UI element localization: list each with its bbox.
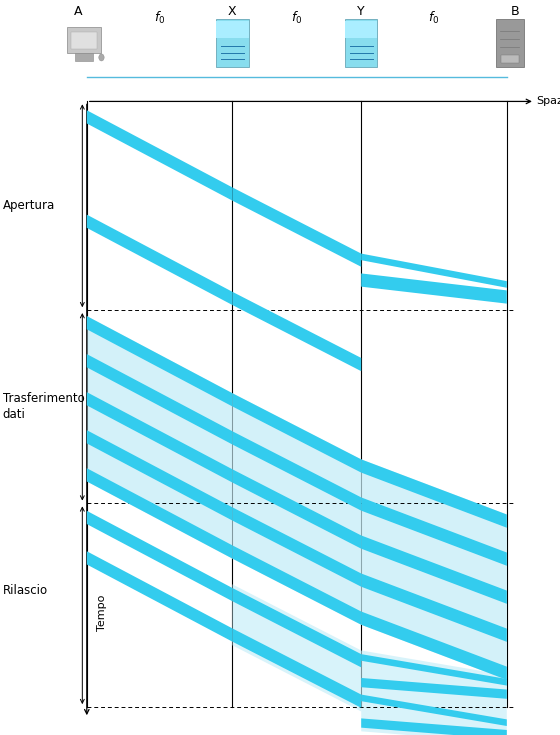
Polygon shape	[87, 511, 232, 601]
Text: A: A	[74, 4, 83, 18]
Polygon shape	[361, 498, 507, 566]
Polygon shape	[232, 393, 361, 473]
Text: $f_0$: $f_0$	[428, 10, 440, 26]
Polygon shape	[87, 392, 232, 483]
Polygon shape	[87, 468, 232, 559]
Text: Trasferimento
dati: Trasferimento dati	[3, 392, 85, 421]
Polygon shape	[87, 551, 232, 642]
Polygon shape	[361, 718, 507, 735]
Polygon shape	[232, 584, 361, 711]
Polygon shape	[87, 430, 232, 520]
Polygon shape	[232, 187, 361, 267]
Polygon shape	[361, 678, 507, 699]
Polygon shape	[361, 695, 507, 726]
Bar	[216, 19, 249, 67]
Polygon shape	[232, 470, 361, 548]
Polygon shape	[232, 292, 361, 371]
Text: Tempo: Tempo	[97, 595, 107, 631]
Polygon shape	[361, 459, 507, 680]
Polygon shape	[232, 431, 361, 511]
Polygon shape	[361, 254, 507, 288]
Text: $f_0$: $f_0$	[154, 10, 165, 26]
Polygon shape	[361, 573, 507, 642]
Polygon shape	[87, 110, 232, 201]
Text: Y: Y	[357, 4, 365, 18]
Polygon shape	[232, 628, 361, 708]
Bar	[216, 21, 249, 38]
Text: X: X	[228, 4, 237, 18]
Polygon shape	[87, 215, 232, 305]
Bar	[74, 53, 94, 61]
Polygon shape	[232, 588, 361, 667]
Polygon shape	[361, 612, 507, 680]
Polygon shape	[361, 273, 507, 304]
Bar	[501, 55, 519, 62]
Text: Apertura: Apertura	[3, 199, 55, 212]
Polygon shape	[232, 507, 361, 587]
Text: B: B	[511, 4, 520, 18]
Bar	[71, 32, 97, 49]
Polygon shape	[87, 316, 232, 406]
Polygon shape	[361, 650, 507, 735]
Polygon shape	[87, 354, 232, 445]
Polygon shape	[232, 545, 361, 625]
Polygon shape	[87, 316, 232, 559]
Text: Spazio: Spazio	[536, 96, 560, 107]
Polygon shape	[232, 393, 361, 625]
Text: $f_0$: $f_0$	[291, 10, 302, 26]
Polygon shape	[361, 535, 507, 604]
Text: Rilascio: Rilascio	[3, 584, 48, 597]
Circle shape	[99, 54, 104, 61]
Bar	[67, 26, 101, 53]
Polygon shape	[361, 459, 507, 528]
Bar	[345, 21, 377, 38]
Bar	[496, 19, 524, 67]
Bar	[345, 19, 377, 67]
Polygon shape	[361, 654, 507, 686]
